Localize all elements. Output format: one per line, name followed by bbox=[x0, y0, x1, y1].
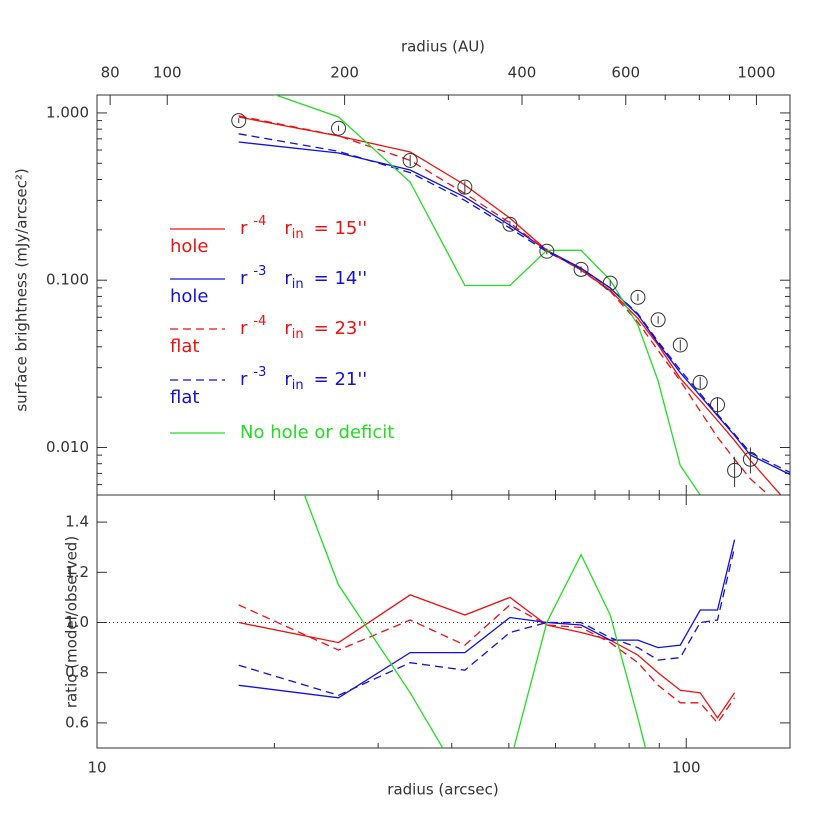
x2-tick-label: 200 bbox=[330, 64, 359, 82]
data-point bbox=[457, 179, 473, 195]
legend-text: r -3 rin = 14'' bbox=[240, 264, 367, 292]
data-point bbox=[692, 374, 708, 390]
legend-r: r bbox=[284, 369, 292, 390]
legend-power: -4 bbox=[253, 314, 266, 329]
legend-label: hole bbox=[170, 286, 209, 307]
legend-text: r -3 rin = 21'' bbox=[240, 365, 367, 393]
legend-rin: = 15'' bbox=[314, 218, 368, 239]
legend-rin: = 23'' bbox=[314, 318, 368, 339]
series-line bbox=[238, 594, 736, 720]
series-line bbox=[303, 495, 647, 748]
series-line bbox=[238, 539, 736, 699]
data-point bbox=[650, 312, 666, 328]
series-line bbox=[238, 115, 770, 495]
y-axis-title: ratio (model/observed) bbox=[63, 536, 81, 708]
legend-power: -3 bbox=[253, 264, 266, 279]
legend-rin: = 21'' bbox=[314, 369, 368, 390]
data-point bbox=[727, 462, 743, 478]
plot-area bbox=[231, 95, 790, 495]
x-tick-label: 100 bbox=[672, 759, 701, 777]
legend-text: r -4 rin = 23'' bbox=[240, 314, 367, 342]
y-tick-label: 1.2 bbox=[65, 563, 89, 581]
legend-r: r bbox=[284, 218, 292, 239]
legend-sub: in bbox=[292, 227, 304, 242]
legend-label: flat bbox=[170, 336, 199, 357]
data-point bbox=[672, 337, 688, 353]
y-tick-label: 0.6 bbox=[65, 713, 89, 731]
series-line bbox=[238, 604, 736, 724]
data-point bbox=[231, 113, 247, 129]
legend-rin: = 14'' bbox=[314, 268, 368, 289]
legend-sub: in bbox=[292, 378, 304, 393]
y-tick-label: 1.0 bbox=[65, 613, 89, 631]
series-line bbox=[238, 133, 790, 473]
plot-frame bbox=[96, 494, 791, 749]
data-point bbox=[502, 216, 518, 232]
data-point bbox=[630, 289, 646, 305]
legend-r: r bbox=[240, 268, 248, 289]
x2-tick-label: 100 bbox=[153, 64, 182, 82]
legend-r: r bbox=[284, 318, 292, 339]
data-point bbox=[539, 243, 555, 259]
y-tick-label: 1.4 bbox=[65, 513, 89, 531]
data-point bbox=[710, 397, 726, 413]
data-point bbox=[402, 152, 418, 168]
data-point bbox=[742, 451, 758, 467]
legend-text: No hole or deficit bbox=[240, 422, 394, 443]
data-point bbox=[573, 261, 589, 277]
x2-tick-label: 80 bbox=[101, 64, 120, 82]
legend-sub: in bbox=[292, 327, 304, 342]
series-line bbox=[238, 547, 736, 696]
series-line bbox=[273, 95, 701, 495]
legend-text: r -4 rin = 15'' bbox=[240, 214, 367, 242]
y-tick-label: 1.000 bbox=[46, 103, 89, 121]
y-tick-label: 0.8 bbox=[65, 663, 89, 681]
legend-r: r bbox=[240, 369, 248, 390]
x-axis-title: radius (arcsec) bbox=[387, 781, 498, 799]
legend-label: hole bbox=[170, 236, 209, 257]
x2-axis-title: radius (AU) bbox=[401, 38, 485, 56]
x-tick-label: 10 bbox=[87, 759, 106, 777]
series-line bbox=[238, 116, 782, 495]
legend-label: flat bbox=[170, 387, 199, 408]
plot-area bbox=[238, 495, 736, 748]
legend-r: r bbox=[284, 268, 292, 289]
legend-r: r bbox=[240, 318, 248, 339]
legend-power: -3 bbox=[253, 365, 266, 380]
x2-tick-label: 400 bbox=[508, 64, 537, 82]
data-point bbox=[602, 275, 618, 291]
legend-sub: in bbox=[292, 277, 304, 292]
y-tick-label: 0.100 bbox=[46, 271, 89, 289]
data-point bbox=[331, 120, 347, 136]
x2-tick-label: 1000 bbox=[737, 64, 775, 82]
x2-tick-label: 600 bbox=[611, 64, 640, 82]
legend-power: -4 bbox=[253, 214, 266, 229]
y-tick-label: 0.010 bbox=[46, 438, 89, 456]
legend-r: r bbox=[240, 218, 248, 239]
y-axis-title: surface brightness (mJy/arcsec²) bbox=[13, 168, 31, 411]
